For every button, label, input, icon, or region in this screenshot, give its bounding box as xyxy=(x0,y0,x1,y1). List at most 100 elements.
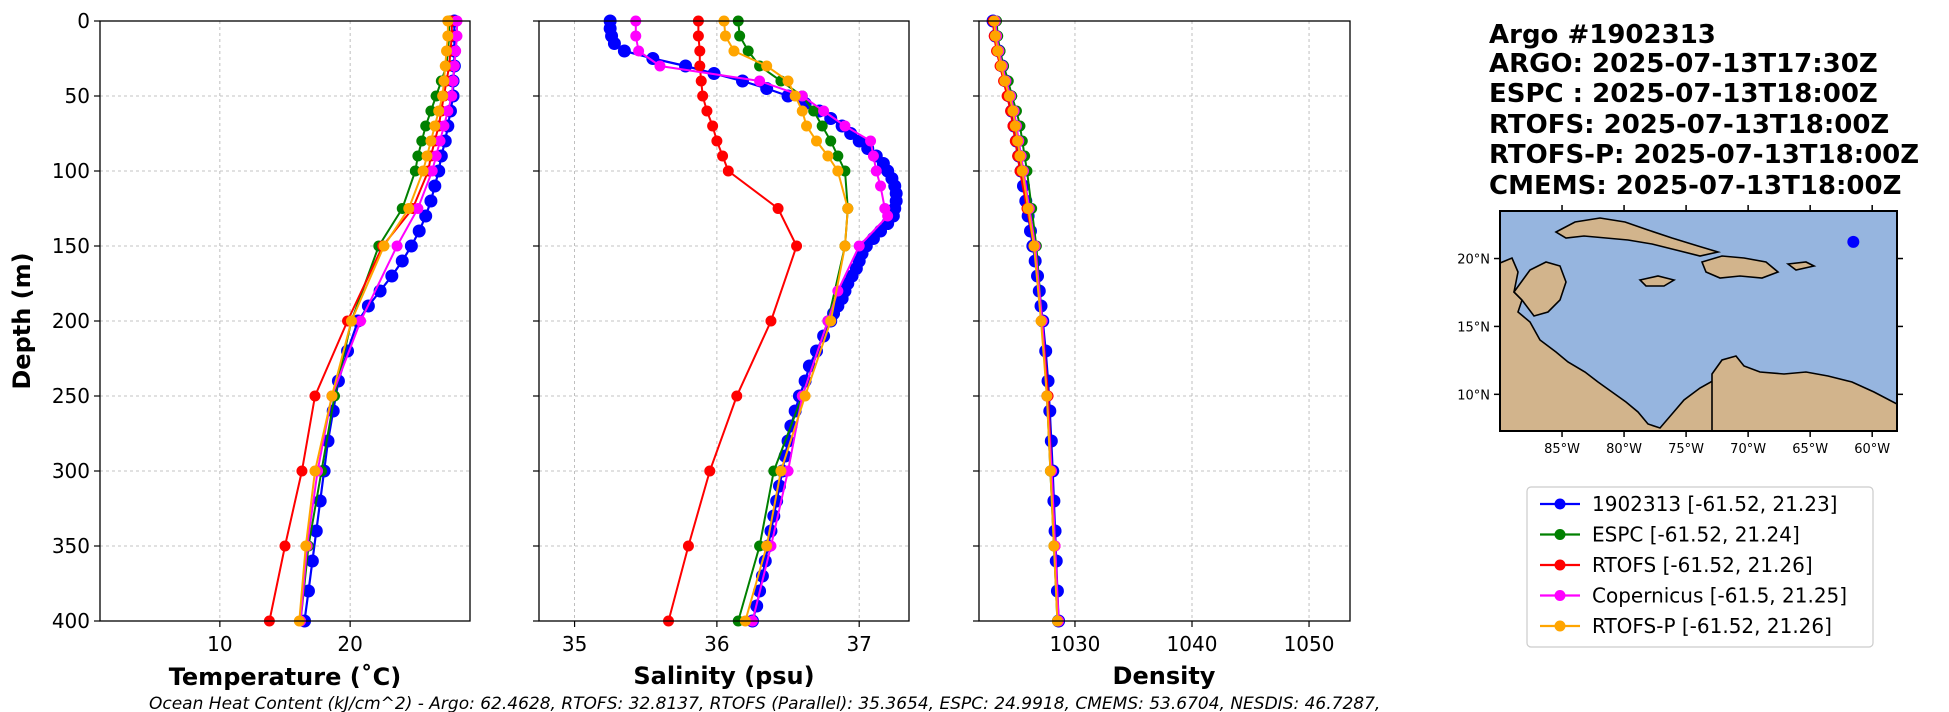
data-point-rtofs xyxy=(697,90,709,102)
data-point-rtofs xyxy=(701,105,713,117)
data-point-rtofs_p xyxy=(1041,390,1053,402)
data-point-copernicus xyxy=(754,75,766,87)
data-point-rtofs xyxy=(765,315,777,327)
data-point-rtofs_p xyxy=(1035,315,1047,327)
data-point-espc xyxy=(409,165,421,177)
density-series xyxy=(986,14,1066,628)
legend: 1902313 [-61.52, 21.23] ESPC [-61.52, 21.… xyxy=(1526,486,1874,648)
data-point-rtofs_p xyxy=(825,315,837,327)
data-point-rtofs_p xyxy=(992,45,1004,57)
data-point-copernicus xyxy=(391,240,403,252)
data-point-espc xyxy=(832,150,844,162)
data-point-rtofs xyxy=(682,540,694,552)
map-land-hispaniola xyxy=(1700,255,1780,279)
legend-label: RTOFS [-61.52, 21.26] xyxy=(1592,553,1813,577)
data-point-argo xyxy=(424,194,438,208)
data-point-rtofs_p xyxy=(438,75,450,87)
float-position-marker xyxy=(1847,235,1860,248)
data-point-argo xyxy=(736,74,749,88)
depth-y-axis-label: Depth (m) xyxy=(8,252,36,389)
data-point-rtofs_p xyxy=(822,150,834,162)
data-point-argo xyxy=(412,224,426,238)
legend-label: ESPC [-61.52, 21.24] xyxy=(1592,523,1800,547)
map-x-tick-label: 60°W xyxy=(1854,442,1890,457)
data-point-rtofs xyxy=(692,30,704,42)
data-point-rtofs_p xyxy=(999,75,1011,87)
data-point-rtofs_p xyxy=(989,30,1001,42)
data-point-rtofs xyxy=(694,60,706,72)
title-line: ARGO: 2025-07-13T17:30Z xyxy=(1489,49,1878,79)
map-x-tick-label: 70°W xyxy=(1730,442,1766,457)
data-point-rtofs_p xyxy=(842,203,854,214)
salinity-panel: 35 36 37 Salinity (psu) xyxy=(533,14,910,690)
data-point-argo xyxy=(385,269,399,283)
data-point-rtofs_p xyxy=(775,465,787,477)
data-point-argo xyxy=(301,584,315,598)
data-point-argo xyxy=(617,44,631,58)
data-point-rtofs_p xyxy=(789,90,801,102)
data-point-copernicus xyxy=(882,210,894,222)
data-point-rtofs_p xyxy=(801,120,813,132)
data-point-espc xyxy=(734,30,746,42)
data-point-rtofs xyxy=(711,135,723,147)
data-point-argo xyxy=(852,134,866,148)
temperature-x-axis-label: Temperature (˚C) xyxy=(169,663,402,691)
data-point-copernicus xyxy=(355,315,367,327)
data-point-rtofs_p xyxy=(345,315,357,327)
data-point-rtofs xyxy=(309,390,321,402)
data-point-espc xyxy=(425,105,437,117)
title-block: Argo #1902313 ARGO: 2025-07-13T17:30Z ES… xyxy=(1489,20,1919,201)
data-point-copernicus xyxy=(447,75,459,87)
data-point-rtofs_p xyxy=(441,45,453,57)
data-point-rtofs xyxy=(279,540,291,552)
data-point-argo xyxy=(773,479,786,493)
data-point-rtofs xyxy=(722,165,734,177)
data-point-rtofs_p xyxy=(417,165,429,177)
data-point-copernicus xyxy=(426,165,438,177)
legend-marker-copernicus xyxy=(1554,590,1566,601)
map-x-tick-label: 75°W xyxy=(1668,442,1704,457)
data-point-rtofs_p xyxy=(421,150,433,162)
data-point-rtofs xyxy=(704,465,716,477)
data-point-copernicus xyxy=(446,90,458,102)
y-tick-label: 100 xyxy=(52,159,90,183)
data-point-copernicus xyxy=(839,120,851,132)
y-tick-label: 250 xyxy=(52,384,90,408)
data-point-copernicus xyxy=(818,105,830,117)
data-point-rtofs xyxy=(791,240,803,252)
legend-label: 1902313 [-61.52, 21.23] xyxy=(1592,492,1837,516)
data-point-copernicus xyxy=(865,135,877,147)
data-point-rtofs_p xyxy=(1048,540,1060,552)
y-tick-label: 50 xyxy=(65,84,90,108)
density-panel: 1030 1040 1050 Density xyxy=(973,14,1351,690)
data-point-rtofs_p xyxy=(1016,165,1028,177)
data-point-rtofs xyxy=(707,120,719,132)
data-point-argo xyxy=(824,112,838,125)
data-point-rtofs_p xyxy=(1012,135,1024,147)
data-point-espc xyxy=(412,150,424,162)
map-land-puerto-rico xyxy=(1785,261,1817,271)
legend-marker-argo xyxy=(1554,498,1566,510)
data-point-rtofs_p xyxy=(832,165,844,177)
data-point-espc xyxy=(420,120,432,132)
data-point-copernicus xyxy=(633,45,645,57)
map-x-tick-label: 65°W xyxy=(1792,442,1828,457)
y-tick-label: 200 xyxy=(52,309,90,333)
map-frame xyxy=(1499,210,1898,432)
data-point-rtofs_p xyxy=(326,390,338,402)
legend-box xyxy=(1526,486,1874,648)
data-point-rtofs xyxy=(695,75,707,87)
x-tick-label: 1050 xyxy=(1284,632,1335,656)
data-point-rtofs_p xyxy=(433,105,445,117)
series-line-rtofs_p xyxy=(723,20,849,622)
data-point-rtofs_p xyxy=(425,135,437,147)
salinity-x-ticks: 35 36 37 xyxy=(562,621,872,656)
data-point-rtofs_p xyxy=(796,105,808,117)
data-point-espc xyxy=(816,120,828,132)
y-tick-label: 150 xyxy=(52,234,90,258)
y-tick-label: 350 xyxy=(52,534,90,558)
data-point-copernicus xyxy=(853,240,865,252)
data-point-argo xyxy=(395,254,409,268)
data-point-espc xyxy=(416,135,428,147)
temperature-series xyxy=(263,14,463,628)
